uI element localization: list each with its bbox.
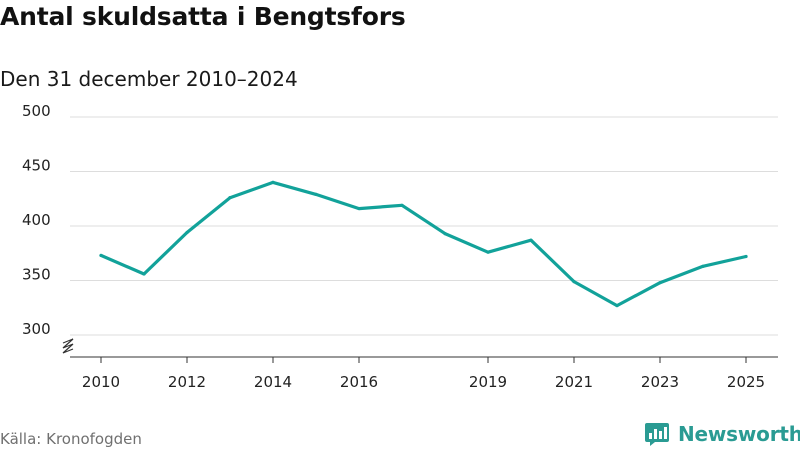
x-tick-label: 2010 (82, 373, 120, 391)
chart-title: Antal skuldsatta i Bengtsfors (0, 2, 406, 31)
data-point-2020 (529, 238, 533, 242)
y-tick-label: 350 (22, 266, 51, 284)
newsworthy-logo-icon (645, 423, 669, 446)
x-tick-label: 2023 (641, 373, 679, 391)
data-point-2023 (658, 281, 662, 285)
data-point-2025 (744, 254, 748, 259)
series-line (99, 180, 748, 308)
data-point-2011 (142, 272, 146, 276)
data-point-2021 (572, 279, 576, 284)
y-tick-label: 300 (22, 320, 51, 338)
source-note: Källa: Kronofogden (0, 430, 142, 448)
x-tick-label: 2021 (555, 373, 593, 391)
data-point-2024 (701, 264, 705, 268)
data-point-2019 (486, 250, 490, 254)
series-layer (99, 180, 748, 308)
data-point-2012 (185, 230, 189, 235)
chart-subtitle: Den 31 december 2010–2024 (0, 67, 298, 91)
x-tick-label: 2012 (168, 373, 206, 391)
y-tick-label: 450 (22, 157, 51, 175)
x-axis-ticks: 2010 2012 2014 2016 2019 2021 2023 2025 (82, 357, 765, 391)
gridlines (70, 116, 778, 336)
y-axis-ticks: 500 450 400 350 300 (22, 102, 51, 338)
x-tick-label: 2014 (254, 373, 292, 391)
x-axis (62, 338, 778, 358)
axis-break-icon (62, 338, 74, 354)
x-tick-label: 2025 (727, 373, 765, 391)
data-point-2013 (228, 196, 232, 200)
data-point-2016 (357, 206, 361, 211)
data-point-2015 (314, 192, 318, 196)
data-point-2014 (271, 180, 275, 184)
data-point-2010 (99, 253, 103, 258)
data-point-2018 (443, 232, 447, 236)
y-tick-label: 500 (22, 102, 51, 120)
data-point-2017 (400, 203, 404, 207)
y-tick-label: 400 (22, 211, 51, 229)
x-tick-label: 2019 (469, 373, 507, 391)
brand-logo: Newsworthy (644, 420, 800, 448)
data-point-2022 (615, 303, 619, 308)
x-tick-label: 2016 (340, 373, 378, 391)
brand-name: Newsworthy (678, 422, 800, 446)
